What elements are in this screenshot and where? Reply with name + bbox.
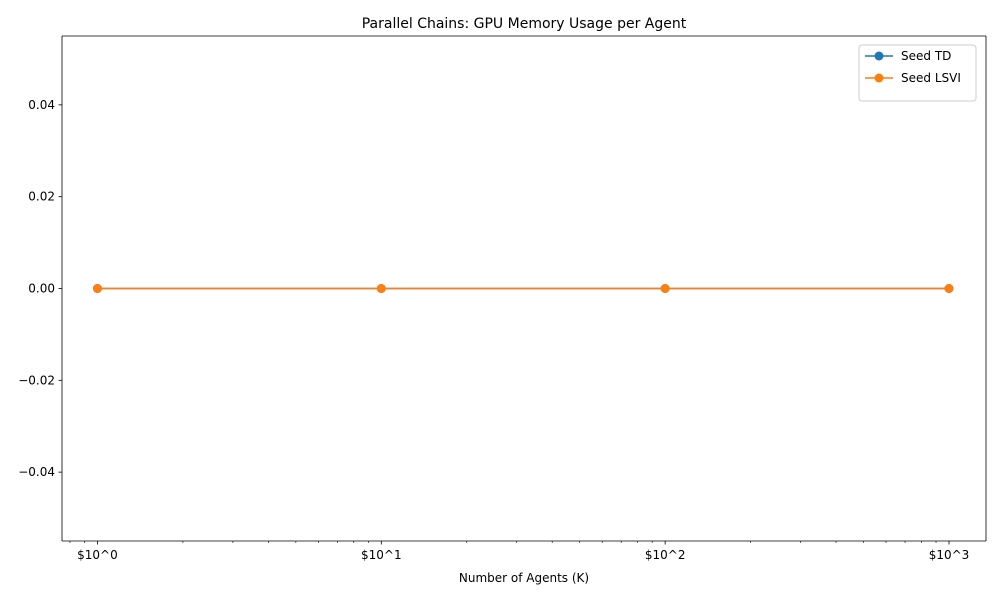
legend-swatch-marker	[874, 73, 884, 83]
x-tick-label: $10^3	[929, 548, 970, 562]
data-point	[376, 284, 386, 293]
x-axis-label: Number of Agents (K)	[459, 571, 589, 585]
x-tick-label: $10^1	[361, 548, 402, 562]
legend-swatch-marker	[874, 51, 884, 61]
y-tick-label: 0.02	[28, 190, 55, 204]
y-axis: −0.04 −0.02 0.00 0.02 0.04	[18, 98, 62, 479]
legend: Seed TD Seed LSVI	[858, 44, 977, 102]
data-point	[660, 284, 670, 293]
legend-item: Seed TD	[865, 49, 951, 63]
series-layer	[92, 284, 954, 293]
legend-box	[858, 44, 977, 102]
x-axis: $10^0 $10^1 $10^2 $10^3	[69, 541, 970, 562]
data-point	[92, 284, 102, 293]
y-tick-label: −0.04	[18, 465, 55, 479]
x-tick-label: $10^2	[645, 548, 686, 562]
plot-frame	[61, 35, 987, 542]
x-tick-label: $10^0	[77, 548, 118, 562]
legend-label: Seed TD	[901, 49, 951, 63]
data-point	[944, 284, 954, 293]
legend-item: Seed LSVI	[865, 71, 961, 85]
y-tick-label: −0.02	[18, 373, 55, 387]
chart-title: Parallel Chains: GPU Memory Usage per Ag…	[362, 16, 687, 32]
y-tick-label: 0.00	[28, 282, 55, 296]
legend-label: Seed LSVI	[901, 71, 961, 85]
y-tick-label: 0.04	[28, 98, 55, 112]
series-seed-lsvi	[92, 284, 954, 293]
